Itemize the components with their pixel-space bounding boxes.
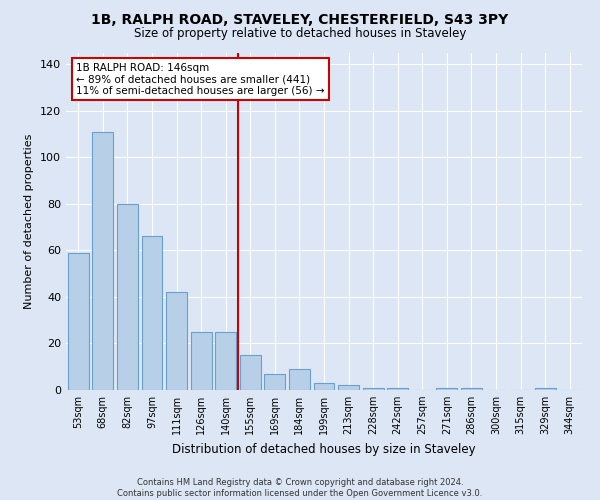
- Bar: [535, 388, 556, 390]
- Bar: [289, 369, 310, 390]
- Bar: [117, 204, 138, 390]
- Text: Contains HM Land Registry data © Crown copyright and database right 2024.
Contai: Contains HM Land Registry data © Crown c…: [118, 478, 482, 498]
- Bar: [265, 374, 286, 390]
- Bar: [436, 388, 457, 390]
- Bar: [92, 132, 113, 390]
- Bar: [68, 252, 89, 390]
- Text: 1B, RALPH ROAD, STAVELEY, CHESTERFIELD, S43 3PY: 1B, RALPH ROAD, STAVELEY, CHESTERFIELD, …: [91, 12, 509, 26]
- Bar: [166, 292, 187, 390]
- Y-axis label: Number of detached properties: Number of detached properties: [25, 134, 34, 309]
- Bar: [338, 386, 359, 390]
- Bar: [215, 332, 236, 390]
- Bar: [387, 388, 408, 390]
- Bar: [461, 388, 482, 390]
- X-axis label: Distribution of detached houses by size in Staveley: Distribution of detached houses by size …: [172, 442, 476, 456]
- Bar: [314, 383, 334, 390]
- Bar: [191, 332, 212, 390]
- Text: 1B RALPH ROAD: 146sqm
← 89% of detached houses are smaller (441)
11% of semi-det: 1B RALPH ROAD: 146sqm ← 89% of detached …: [76, 62, 325, 96]
- Bar: [240, 355, 261, 390]
- Bar: [142, 236, 163, 390]
- Bar: [362, 388, 383, 390]
- Text: Size of property relative to detached houses in Staveley: Size of property relative to detached ho…: [134, 28, 466, 40]
